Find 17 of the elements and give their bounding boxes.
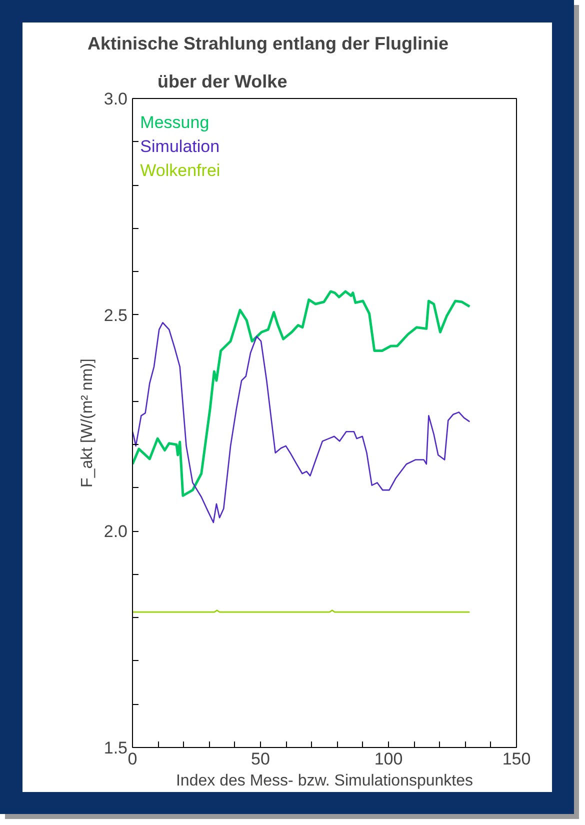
text: Wolkenfrei <box>140 161 220 180</box>
x-tick-label: 150 <box>502 750 531 768</box>
chart-title: Aktinische Strahlung entlang der Fluglinie <box>88 34 449 54</box>
x-tick-label: 50 <box>251 750 270 768</box>
y-tick-label: 2.5 <box>104 306 128 325</box>
x-tick-label: 0 <box>128 750 138 768</box>
y-tick-label: 3.0 <box>104 90 128 108</box>
text: Messung <box>140 113 210 132</box>
y-tick-label: 2.0 <box>104 522 128 542</box>
x-axis-title: Index des Mess- bzw. Simulationspunktes <box>176 772 474 790</box>
text: Simulation <box>140 137 220 156</box>
x-tick-label: 100 <box>374 750 403 768</box>
line-series <box>132 290 471 497</box>
line-series <box>132 322 470 524</box>
y-tick-label: 1.5 <box>104 738 128 758</box>
y-axis-title: F_akt [W/(m² nm)] <box>78 358 96 488</box>
chart-subtitle: über der Wolke <box>158 72 288 92</box>
